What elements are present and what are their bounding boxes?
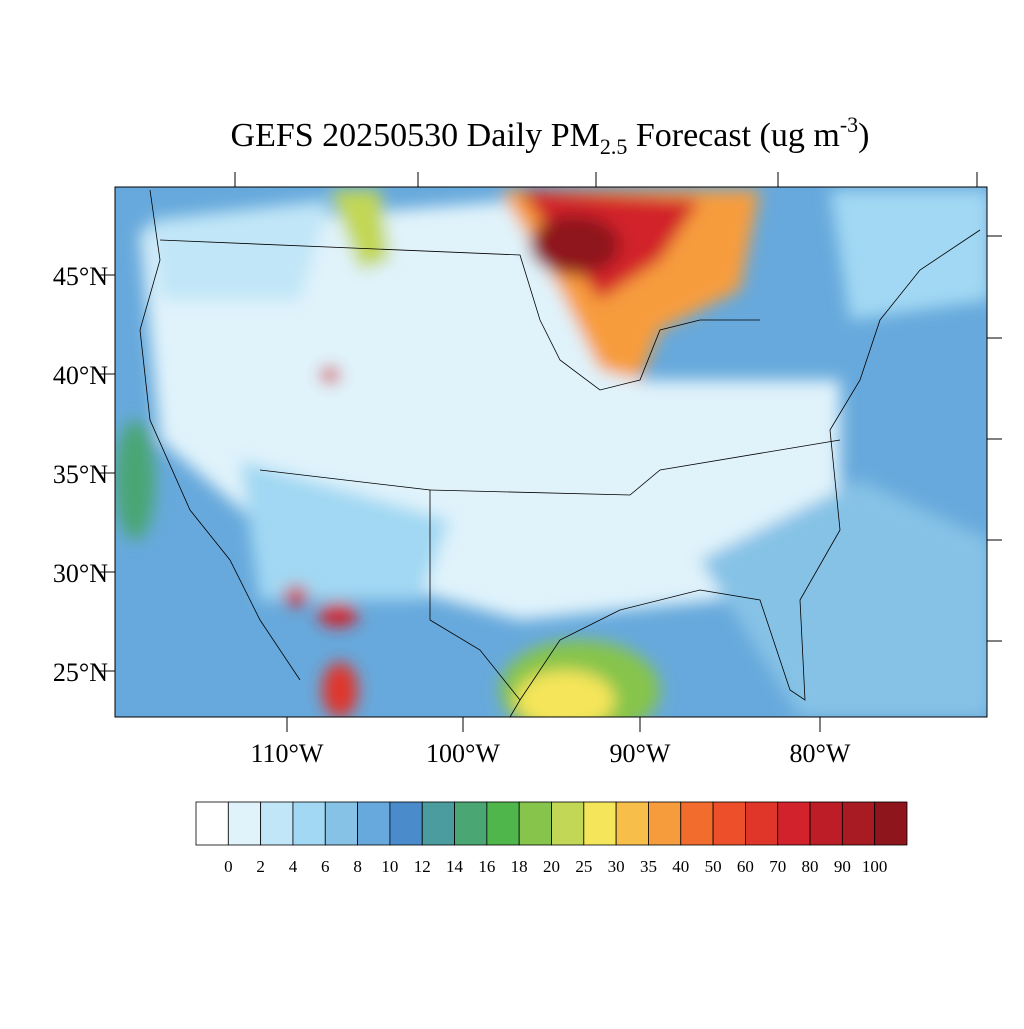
lat-label: 45°N — [53, 262, 108, 291]
colorbar-label: 18 — [511, 857, 528, 876]
map-field — [115, 187, 987, 717]
colorbar-box — [841, 801, 876, 846]
colorbar-label: 100 — [862, 857, 888, 876]
colorbar-box — [227, 801, 262, 846]
colorbar-box — [357, 801, 391, 846]
colorbar-box — [712, 801, 746, 846]
colorbar-label: 20 — [543, 857, 560, 876]
colorbar-label: 50 — [705, 857, 722, 876]
colorbar-label: 6 — [321, 857, 330, 876]
colorbar-box — [777, 801, 811, 846]
colorbar-box — [324, 801, 358, 846]
colorbar-box — [680, 801, 714, 846]
colorbar-label: 40 — [672, 857, 689, 876]
colorbar-label: 25 — [575, 857, 592, 876]
colorbar-label: 12 — [414, 857, 431, 876]
colorbar-label: 10 — [381, 857, 398, 876]
title-superscript: -3 — [840, 112, 858, 137]
lon-label: 90°W — [610, 739, 671, 768]
title-lead: GEFS 20250530 Daily PM — [231, 117, 600, 154]
colorbar-label: 70 — [769, 857, 786, 876]
colorbar-box — [195, 801, 229, 846]
colorbar-box — [518, 801, 552, 846]
colorbar-label: 8 — [353, 857, 362, 876]
colorbar-box — [389, 801, 423, 846]
colorbar-box — [809, 801, 843, 846]
colorbar-label: 14 — [446, 857, 464, 876]
colorbar-label: 80 — [802, 857, 819, 876]
lon-label: 110°W — [251, 739, 324, 768]
lon-label: 80°W — [790, 739, 851, 768]
colorbar-label: 35 — [640, 857, 657, 876]
colorbar-box — [583, 801, 617, 846]
colorbar-box — [260, 801, 294, 846]
colorbar: 0 2 4 6 8 10 12 14 16 18 20 25 30 35 40 50 60 70 80 90 100 — [195, 801, 908, 876]
colorbar-box — [648, 801, 682, 846]
colorbar-label: 90 — [834, 857, 851, 876]
title-subscript: 2.5 — [600, 134, 628, 159]
colorbar-label: 60 — [737, 857, 754, 876]
colorbar-box — [745, 801, 779, 846]
lat-label: 35°N — [53, 460, 108, 489]
colorbar-box — [292, 801, 326, 846]
frame-ticks — [234, 172, 1002, 642]
graticule-labels: 45°N 40°N 35°N 30°N 25°N 110°W 100°W 90°W 80°W — [53, 262, 851, 768]
colorbar-box — [874, 801, 908, 846]
colorbar-box — [486, 801, 520, 846]
colorbar-label: 0 — [224, 857, 233, 876]
colorbar-label: 16 — [478, 857, 495, 876]
title-tail: ) — [858, 117, 869, 154]
colorbar-box — [551, 801, 585, 846]
map-frame — [114, 186, 988, 718]
colorbar-box — [421, 801, 455, 846]
colorbar-label: 4 — [289, 857, 298, 876]
title-middle: Forecast (ug m — [627, 117, 839, 154]
colorbar-box — [454, 801, 488, 846]
colorbar-label: 30 — [608, 857, 625, 876]
lat-label: 40°N — [53, 361, 108, 390]
lat-label: 25°N — [53, 658, 108, 687]
lat-label: 30°N — [53, 559, 108, 588]
colorbar-box — [615, 801, 649, 846]
colorbar-label: 2 — [256, 857, 265, 876]
lon-label: 100°W — [426, 739, 500, 768]
map-title: GEFS 20250530 Daily PM2.5 Forecast (ug m… — [231, 112, 870, 159]
